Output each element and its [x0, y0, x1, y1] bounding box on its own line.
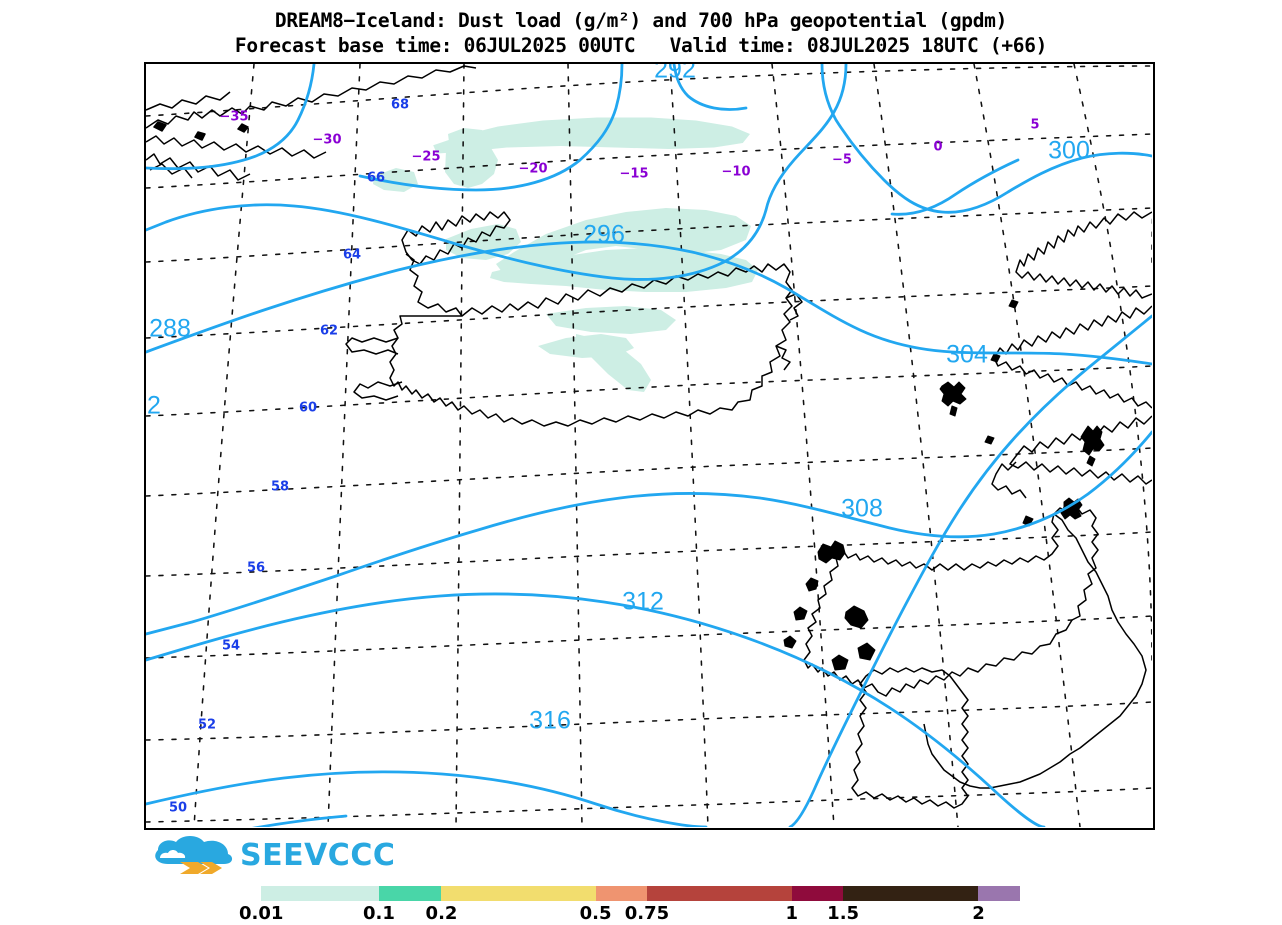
latitude-label: 50 — [168, 800, 188, 816]
latitude-label: 64 — [342, 247, 362, 263]
colorbar-tick-1: 1 — [785, 903, 798, 924]
colorbar-swatches — [222, 886, 1156, 901]
colorbar-tick-0.2: 0.2 — [425, 903, 458, 924]
geopotential-contour-label: 292 — [654, 62, 696, 84]
longitude-label: −15 — [619, 166, 649, 182]
latitude-label: 68 — [390, 97, 410, 113]
seevccc-logo-text: SEEVCCC — [240, 838, 396, 873]
geopotential-contour-label: 2 — [147, 391, 161, 420]
cloud-icon — [155, 836, 233, 864]
latitude-label: 66 — [366, 170, 386, 186]
longitude-label: −5 — [832, 152, 852, 168]
seevccc-logo — [155, 836, 233, 874]
longitude-label: 5 — [1030, 117, 1040, 133]
graticule — [146, 64, 1152, 827]
longitude-label: −10 — [721, 164, 751, 180]
latitude-label: 60 — [298, 400, 318, 416]
geopotential-contour-label: 304 — [946, 340, 988, 369]
colorbar-tick-0.75: 0.75 — [624, 903, 670, 924]
colorbar-segment-6[interactable] — [791, 886, 844, 901]
colorbar-segment-5[interactable] — [646, 886, 792, 901]
chart-title-block: DREAM8−Iceland: Dust load (g/m²) and 700… — [0, 8, 1282, 58]
colorbar-segment-2[interactable] — [378, 886, 442, 901]
geopotential-contour-label: 312 — [622, 587, 664, 616]
latitude-label: 56 — [246, 560, 266, 576]
geopotential-contour-label: 316 — [529, 706, 571, 735]
latitude-label: 58 — [270, 479, 290, 495]
longitude-label: −20 — [518, 161, 548, 177]
longitude-label: −25 — [411, 149, 441, 165]
forecast-time-subtitle: Forecast base time: 06JUL2025 00UTC Vali… — [234, 34, 1048, 57]
geopotential-contour-label: 308 — [841, 494, 883, 523]
latitude-label: 62 — [319, 323, 339, 339]
longitude-label: −30 — [312, 132, 342, 148]
colorbar-tick-0.1: 0.1 — [362, 903, 395, 924]
colorbar-segment-blank — [222, 886, 262, 901]
colorbar-segment-8[interactable] — [978, 886, 1021, 901]
colorbar-segment-4[interactable] — [595, 886, 647, 901]
colorbar-segment-7[interactable] — [843, 886, 979, 901]
colorbar-tick-0.5: 0.5 — [579, 903, 612, 924]
latitude-label: 54 — [221, 638, 241, 654]
coastlines — [146, 65, 1152, 809]
colorbar-segment-3[interactable] — [441, 886, 596, 901]
geopotential-contour-label: 288 — [149, 314, 191, 343]
map-canvas — [146, 64, 1152, 827]
colorbar-tick-2: 2 — [972, 903, 985, 924]
longitude-label: −35 — [219, 109, 249, 125]
page-title: DREAM8−Iceland: Dust load (g/m²) and 700… — [274, 9, 1008, 32]
dust-load-colorbar[interactable]: 0.01 0.1 0.2 0.5 0.75 1 1.5 2 — [222, 886, 1156, 924]
longitude-label: 0 — [933, 139, 943, 155]
colorbar-tick-1.5: 1.5 — [827, 903, 860, 924]
latitude-label: 52 — [197, 717, 217, 733]
colorbar-tick-0.01: 0.01 — [239, 903, 284, 924]
arrow-icon — [180, 862, 222, 874]
colorbar-segment-1[interactable] — [261, 886, 379, 901]
colorbar-tick-labels: 0.01 0.1 0.2 0.5 0.75 1 1.5 2 — [222, 903, 1156, 925]
geopotential-contour-label: 300 — [1048, 136, 1090, 165]
geopotential-contours — [146, 64, 1152, 827]
geopotential-contour-label: 296 — [583, 220, 625, 249]
forecast-map[interactable]: 68 66 64 62 60 58 56 54 52 50 −35 −30 −25 −20 −15 −10 −5… — [144, 62, 1155, 830]
